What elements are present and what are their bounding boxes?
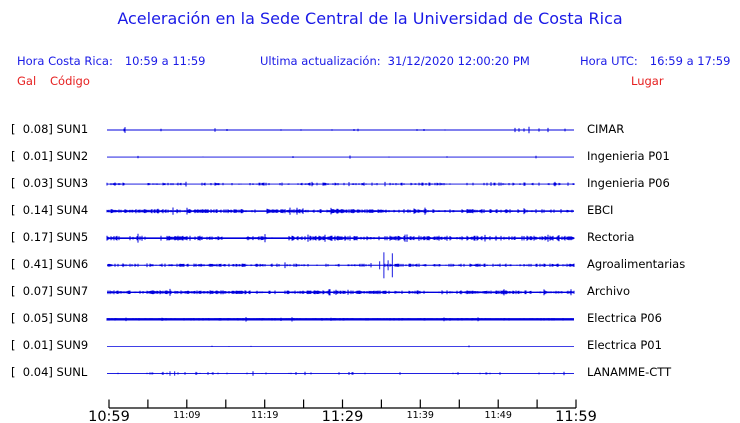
station-location-SUN9: Electrica P01 [587, 338, 662, 353]
hora-costa-rica-group: Hora Costa Rica: 10:59 a 11:59 [17, 54, 205, 68]
page-title: Aceleración en la Sede Central de la Uni… [117, 9, 623, 28]
station-gal-code-SUNL: [ 0.04] SUNL [11, 365, 88, 380]
trace-noise-SUN4 [106, 207, 573, 215]
axis-label-1159: 11:59 [555, 409, 597, 423]
station-location-SUN7: Archivo [587, 284, 630, 299]
axis-label-1109: 11:09 [173, 410, 200, 421]
station-location-SUNL: LANAMME-CTT [587, 365, 672, 380]
hora-costa-rica-value: 10:59 a 11:59 [124, 54, 206, 68]
station-location-SUN3: Ingenieria P06 [587, 176, 670, 191]
station-gal-code-SUN8: [ 0.05] SUN8 [11, 311, 89, 326]
column-header-gal: Gal [17, 74, 37, 88]
trace-noise-SUN2 [137, 155, 537, 159]
hora-costa-rica-label: Hora Costa Rica: [17, 54, 113, 68]
station-gal-code-SUN4: [ 0.14] SUN4 [11, 203, 89, 218]
station-gal-code-SUN7: [ 0.07] SUN7 [11, 284, 89, 299]
station-location-SUN1: CIMAR [587, 122, 625, 136]
station-location-SUN2: Ingenieria P01 [587, 149, 670, 164]
axis-label-1129: 11:29 [322, 409, 364, 423]
hora-utc-label: Hora UTC: [580, 54, 638, 68]
axis-label-1059: 10:59 [88, 409, 130, 423]
station-gal-code-SUN1: [ 0.08] SUN1 [11, 122, 89, 136]
station-location-SUN5: Rectoria [587, 230, 635, 245]
hora-utc-value: 16:59 a 17:59 [649, 54, 731, 68]
station-location-SUN4: EBCI [587, 203, 614, 218]
trace-noise-SUN9 [211, 345, 470, 348]
trace-noise-SUN5 [106, 233, 575, 243]
trace-noise-SUN7 [107, 288, 575, 296]
last-update-value: 31/12/2020 12:00:20 PM [387, 54, 530, 68]
station-gal-code-SUN3: [ 0.03] SUN3 [11, 176, 89, 191]
trace-noise-SUN3 [106, 181, 575, 187]
axis-label-1149: 11:49 [485, 410, 512, 421]
station-gal-code-SUN5: [ 0.17] SUN5 [11, 230, 89, 245]
column-header-codigo: Código [50, 74, 90, 88]
last-update-label: Ultima actualización: [260, 54, 381, 68]
trace-noise-SUNL [117, 371, 565, 376]
trace-noise-SUN6 [107, 262, 575, 269]
trace-noise-SUN8 [106, 317, 572, 322]
station-location-SUN6: Agroalimentarias [587, 257, 686, 272]
last-update-group: Ultima actualización: 31/12/2020 12:00:20… [260, 54, 530, 68]
axis-label-1139: 11:39 [407, 410, 434, 421]
axis-label-1119: 11:19 [251, 410, 278, 421]
station-location-SUN8: Electrica P06 [587, 311, 662, 326]
station-gal-code-SUN6: [ 0.41] SUN6 [11, 257, 89, 272]
station-gal-code-SUN9: [ 0.01] SUN9 [11, 338, 89, 353]
column-header-lugar: Lugar [631, 74, 664, 88]
trace-noise-SUN1 [123, 126, 566, 134]
hora-utc-group: Hora UTC: 16:59 a 17:59 [580, 54, 730, 68]
station-gal-code-SUN2: [ 0.01] SUN2 [11, 149, 89, 164]
